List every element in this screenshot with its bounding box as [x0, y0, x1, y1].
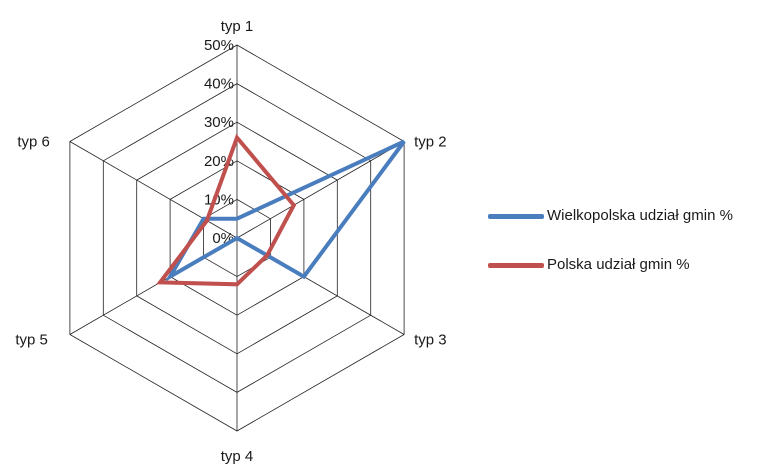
spoke-2: [236, 141, 405, 239]
category-label: typ 1: [221, 18, 254, 35]
legend-label-polska: Polska udział gmin %: [547, 256, 690, 273]
tick-label: 30%: [204, 114, 234, 131]
category-label: typ 6: [17, 134, 50, 151]
category-label: typ 5: [15, 332, 48, 349]
radar-category-labels: typ 1 typ 2 typ 3 typ 4 typ 5 typ 6: [15, 18, 446, 465]
category-label: typ 4: [221, 448, 254, 465]
tick-label: 40%: [204, 76, 234, 93]
radar-series: [156, 133, 406, 287]
tick-label: 50%: [204, 37, 234, 54]
tick-label: 10%: [204, 191, 234, 208]
category-label: typ 3: [414, 332, 447, 349]
legend-swatch-wielkopolska: [488, 214, 544, 219]
category-label: typ 2: [414, 134, 447, 151]
legend-label-wielkopolska: Wielkopolska udział gmin %: [547, 207, 733, 224]
legend-swatch-polska: [488, 263, 544, 268]
spoke-6: [69, 141, 238, 239]
